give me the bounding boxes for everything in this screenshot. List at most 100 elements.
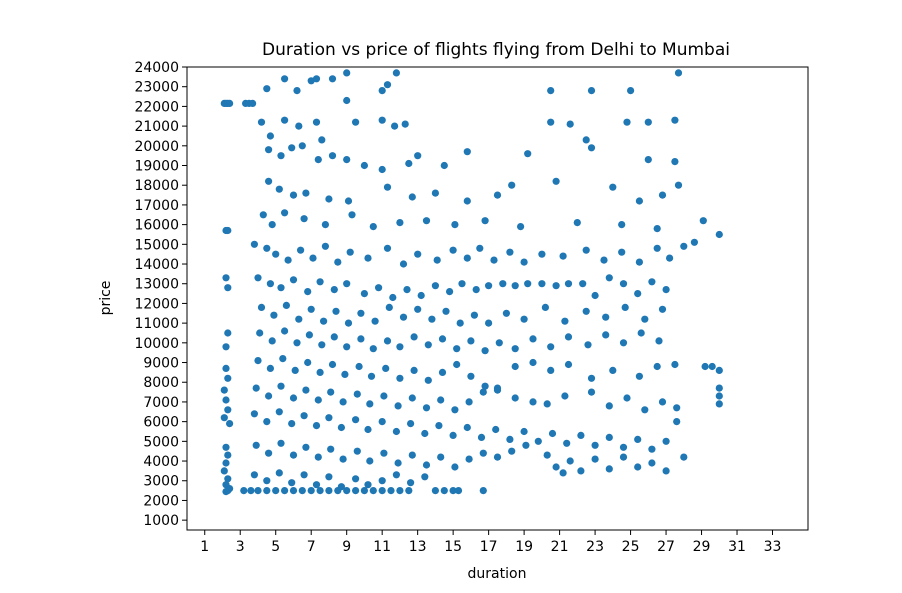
scatter-point	[421, 429, 429, 438]
scatter-point	[449, 487, 457, 495]
scatter-point	[591, 455, 599, 463]
scatter-point	[467, 337, 475, 345]
scatter-point	[389, 293, 397, 302]
scatter-point	[341, 370, 349, 378]
y-tick-label: 5000	[143, 434, 179, 450]
scatter-point	[541, 303, 550, 311]
scatter-point	[552, 463, 560, 471]
scatter-point	[662, 437, 670, 445]
scatter-point	[357, 335, 365, 343]
scatter-point	[266, 364, 274, 372]
scatter-point	[623, 118, 631, 126]
scatter-point	[449, 246, 457, 254]
x-tick-label: 1	[200, 539, 209, 555]
scatter-point	[470, 311, 478, 319]
scatter-point	[561, 317, 569, 325]
scatter-point	[511, 394, 519, 402]
scatter-point	[619, 453, 628, 461]
scatter-point	[522, 441, 530, 449]
scatter-point	[463, 423, 471, 432]
scatter-point	[479, 487, 487, 495]
scatter-point	[671, 116, 679, 124]
scatter-point	[383, 81, 392, 89]
scatter-point	[662, 286, 670, 294]
scatter-point	[538, 250, 546, 258]
scatter-point	[281, 209, 289, 217]
scatter-point	[316, 278, 324, 286]
scatter-point	[383, 183, 392, 191]
x-tick-label: 5	[271, 539, 280, 555]
scatter-point	[671, 360, 679, 369]
scatter-point	[353, 390, 361, 398]
scatter-point	[641, 315, 649, 323]
scatter-point	[547, 343, 555, 351]
scatter-point	[392, 427, 400, 436]
scatter-point	[300, 412, 308, 420]
y-tick-label: 21000	[134, 119, 179, 135]
scatter-point	[318, 341, 326, 349]
scatter-point	[263, 487, 271, 495]
scatter-point	[422, 404, 431, 412]
scatter-point	[364, 254, 372, 262]
scatter-point	[414, 250, 422, 258]
scatter-point	[378, 165, 386, 174]
scatter-point	[591, 291, 599, 300]
scatter-point	[476, 244, 484, 252]
scatter-point	[369, 345, 377, 353]
scatter-point	[224, 374, 232, 382]
scatter-point	[671, 158, 679, 166]
scatter-point	[289, 487, 298, 495]
y-tick-label: 13000	[134, 277, 179, 293]
scatter-point	[366, 457, 374, 465]
scatter-point	[289, 276, 298, 284]
scatter-point	[224, 226, 232, 235]
scatter-point	[587, 388, 596, 396]
scatter-point	[259, 211, 267, 219]
scatter-point	[534, 437, 542, 445]
scatter-point	[327, 388, 335, 396]
scatter-point	[438, 335, 447, 343]
scatter-point	[314, 396, 322, 404]
scatter-point	[634, 463, 642, 471]
scatter-point	[547, 366, 555, 374]
scatter-point	[481, 347, 489, 355]
scatter-point	[312, 118, 321, 126]
scatter-point	[644, 118, 652, 126]
scatter-point	[343, 96, 351, 105]
scatter-point	[440, 487, 448, 495]
scatter-point	[437, 396, 445, 404]
scatter-point	[602, 313, 610, 321]
scatter-point	[674, 69, 683, 77]
scatter-point	[289, 451, 298, 459]
scatter-point	[330, 286, 338, 294]
scatter-point	[254, 274, 262, 282]
scatter-point	[403, 286, 411, 294]
scatter-point	[715, 400, 723, 408]
scatter-point	[458, 280, 466, 288]
scatter-point	[328, 152, 337, 160]
scatter-point	[481, 217, 489, 225]
scatter-point	[618, 248, 626, 256]
scatter-point	[297, 246, 305, 254]
scatter-point	[224, 329, 232, 337]
scatter-point	[563, 439, 571, 447]
scatter-point	[380, 449, 388, 457]
scatter-point	[408, 394, 416, 402]
scatter-point	[524, 280, 532, 288]
scatter-point	[438, 368, 447, 376]
scatter-point	[275, 469, 283, 477]
y-tick-label: 23000	[134, 80, 179, 96]
scatter-point	[653, 244, 661, 252]
scatter-point	[316, 368, 324, 376]
scatter-point	[477, 433, 486, 441]
scatter-point	[506, 248, 514, 256]
scatter-point	[623, 394, 631, 402]
scatter-point	[304, 288, 312, 296]
scatter-point	[414, 152, 422, 160]
scatter-point	[226, 99, 234, 107]
x-tick-label: 21	[551, 539, 569, 555]
scatter-point	[343, 343, 351, 351]
scatter-point	[405, 487, 413, 495]
scatter-point	[265, 449, 273, 457]
scatter-point	[304, 358, 312, 367]
